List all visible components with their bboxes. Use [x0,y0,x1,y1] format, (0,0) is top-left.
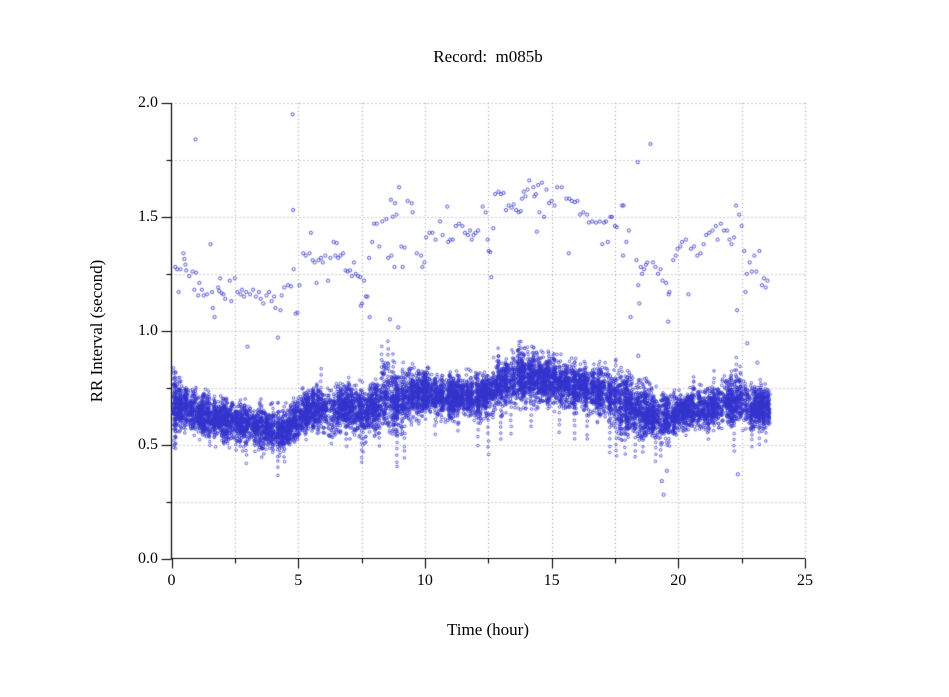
x-tick-label: 5 [294,571,303,589]
x-tick-label: 0 [167,571,176,589]
x-tick-label: 15 [543,571,560,589]
x-tick-label: 20 [670,571,687,589]
x-axis-label: Time (hour) [446,620,530,639]
y-tick-label: 0.0 [138,549,158,567]
x-tick-label: 10 [416,571,433,589]
x-tick-label: 25 [797,571,813,589]
y-tick-label: 0.5 [138,435,158,453]
chart-title: Record: m085b [433,47,543,66]
y-axis-label: RR Interval (second) [87,259,106,403]
y-tick-label: 1.0 [138,321,158,339]
y-tick-label: 2.0 [138,94,158,111]
y-tick-label: 1.5 [138,207,158,225]
